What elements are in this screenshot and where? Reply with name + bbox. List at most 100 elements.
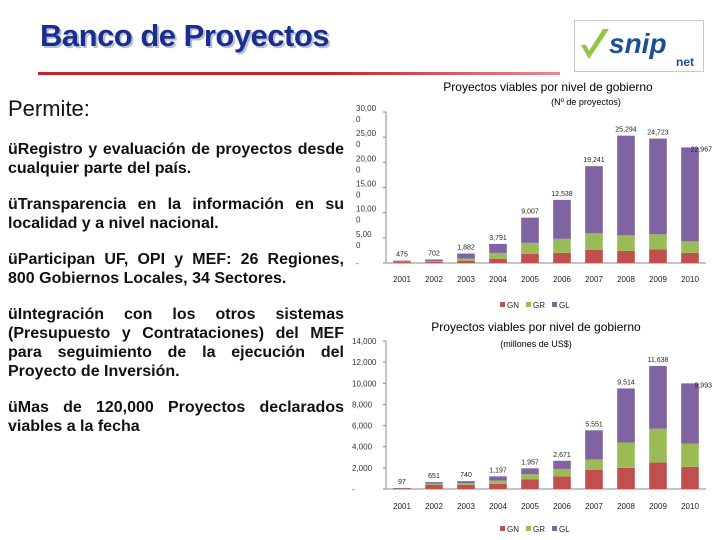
logo-subtext: net (676, 55, 694, 69)
bar-segment-gn (617, 250, 635, 263)
slide-title: Banco de Proyectos (40, 18, 330, 53)
check-bullet-icon: ü (8, 251, 18, 268)
bar-segment-gl (681, 147, 699, 242)
bullet-text: Participan UF, OPI y MEF: 26 Regiones, 8… (8, 251, 344, 287)
data-label: 3,791 (489, 235, 507, 242)
x-tick-label: 2008 (617, 502, 635, 511)
bullet-item-3: üParticipan UF, OPI y MEF: 26 Regiones, … (8, 250, 344, 288)
bar-segment-gn (649, 462, 667, 489)
bar-segment-gr (521, 242, 539, 254)
title-underline (38, 72, 560, 75)
x-tick-label: 2005 (521, 502, 539, 511)
chart-title: Proyectos viables por nivel de gobierno (431, 320, 641, 334)
bar-segment-gn (649, 249, 667, 263)
bar-segment-gr (681, 443, 699, 467)
y-tick-label: - (352, 485, 355, 494)
bar-segment-gl (649, 365, 667, 429)
x-tick-label: 2010 (681, 275, 699, 284)
bar-segment-gl (585, 430, 603, 460)
x-tick-label: 2004 (489, 275, 507, 284)
y-tick-label: 14,000 (352, 337, 377, 346)
bar-segment-gl (521, 217, 539, 243)
bar-segment-gl (521, 468, 539, 475)
bar-segment-gn (457, 260, 475, 263)
projects-count-chart: Proyectos viables por nivel de gobierno (… (356, 80, 712, 310)
bar-segment-gr (585, 459, 603, 470)
bar-segment-gn (585, 469, 603, 489)
legend-swatch (552, 302, 557, 307)
x-tick-label: 2007 (585, 502, 603, 511)
y-tick-label: 2,000 (352, 464, 373, 473)
x-tick-label: 2006 (553, 502, 571, 511)
bar-segment-gn (393, 261, 411, 263)
x-tick-label: 2009 (649, 502, 667, 511)
bar-segment-gl (681, 383, 699, 444)
check-bullet-icon: ü (8, 196, 18, 213)
check-bullet-icon: ü (8, 399, 18, 416)
data-label: 1,197 (489, 467, 507, 474)
x-tick-label: 2006 (553, 275, 571, 284)
bar-segment-gr (681, 241, 699, 253)
y-tick-label: 15,00 0 (356, 180, 377, 200)
bar-segment-gn (617, 467, 635, 489)
x-tick-label: 2005 (521, 275, 539, 284)
data-label: 97 (398, 479, 406, 486)
bar-segment-gl (489, 476, 507, 481)
y-tick-label: 25,00 0 (356, 129, 377, 149)
bar-segment-gr (553, 238, 571, 253)
data-label: 702 (428, 250, 440, 257)
x-tick-label: 2001 (393, 275, 411, 284)
bar-segment-gl (617, 135, 635, 236)
y-tick-label: 4,000 (352, 443, 373, 452)
bullet-item-5: üMas de 120,000 Proyectos declarados via… (8, 398, 344, 436)
y-tick-label: - (356, 259, 359, 268)
bar-segment-gr (457, 258, 475, 261)
bar-segment-gr (393, 261, 411, 263)
logo-check-icon (581, 29, 609, 59)
check-bullet-icon: ü (8, 141, 18, 158)
bar-segment-gn (457, 484, 475, 489)
bullet-text: Transparencia en la información en su lo… (8, 196, 344, 232)
bullet-item-4: üIntegración con los otros sistemas (Pre… (8, 305, 344, 381)
bar-segment-gn (681, 252, 699, 263)
bar-segment-gr (553, 468, 571, 477)
x-tick-label: 2001 (393, 502, 411, 511)
bar-segment-gr (489, 480, 507, 484)
bar-segment-gr (425, 483, 443, 485)
chart-subtitle: (Nº de proyectos) (551, 97, 621, 107)
bar-segment-gl (617, 388, 635, 443)
bar-segment-gn (521, 253, 539, 263)
bar-segment-gr (521, 474, 539, 480)
y-tick-label: 30,00 0 (356, 104, 377, 124)
bar-segment-gr (649, 428, 667, 463)
legend-label: GL (559, 525, 570, 534)
bar-segment-gl (425, 482, 443, 484)
x-tick-label: 2004 (489, 502, 507, 511)
legend-label: GR (533, 301, 545, 310)
bullet-item-2: üTransparencia en la información en su l… (8, 195, 344, 233)
x-tick-label: 2007 (585, 275, 603, 284)
x-tick-label: 2003 (457, 275, 475, 284)
chart-title: Proyectos viables por nivel de gobierno (443, 80, 653, 94)
bar-segment-gn (393, 488, 411, 489)
bar-segment-gr (489, 252, 507, 259)
data-label: 651 (428, 473, 440, 480)
logo-text: snip (609, 28, 667, 59)
legend-swatch (526, 526, 531, 531)
y-tick-label: 10,000 (352, 379, 377, 388)
legend-swatch (500, 526, 505, 531)
legend-swatch (552, 526, 557, 531)
legend-swatch (526, 302, 531, 307)
bar-segment-gn (489, 483, 507, 489)
bar-segment-gn (553, 252, 571, 263)
bar-segment-gl (553, 199, 571, 239)
y-tick-label: 20,00 0 (356, 154, 377, 174)
data-label: 475 (396, 252, 408, 259)
legend-label: GL (559, 301, 570, 310)
data-label: 24,723 (647, 130, 669, 137)
y-tick-label: 6,000 (352, 422, 373, 431)
x-tick-label: 2010 (681, 502, 699, 511)
feature-list: Permite: üRegistro y evaluación de proye… (8, 96, 344, 453)
snip-logo-graphic: snip net (581, 28, 694, 69)
